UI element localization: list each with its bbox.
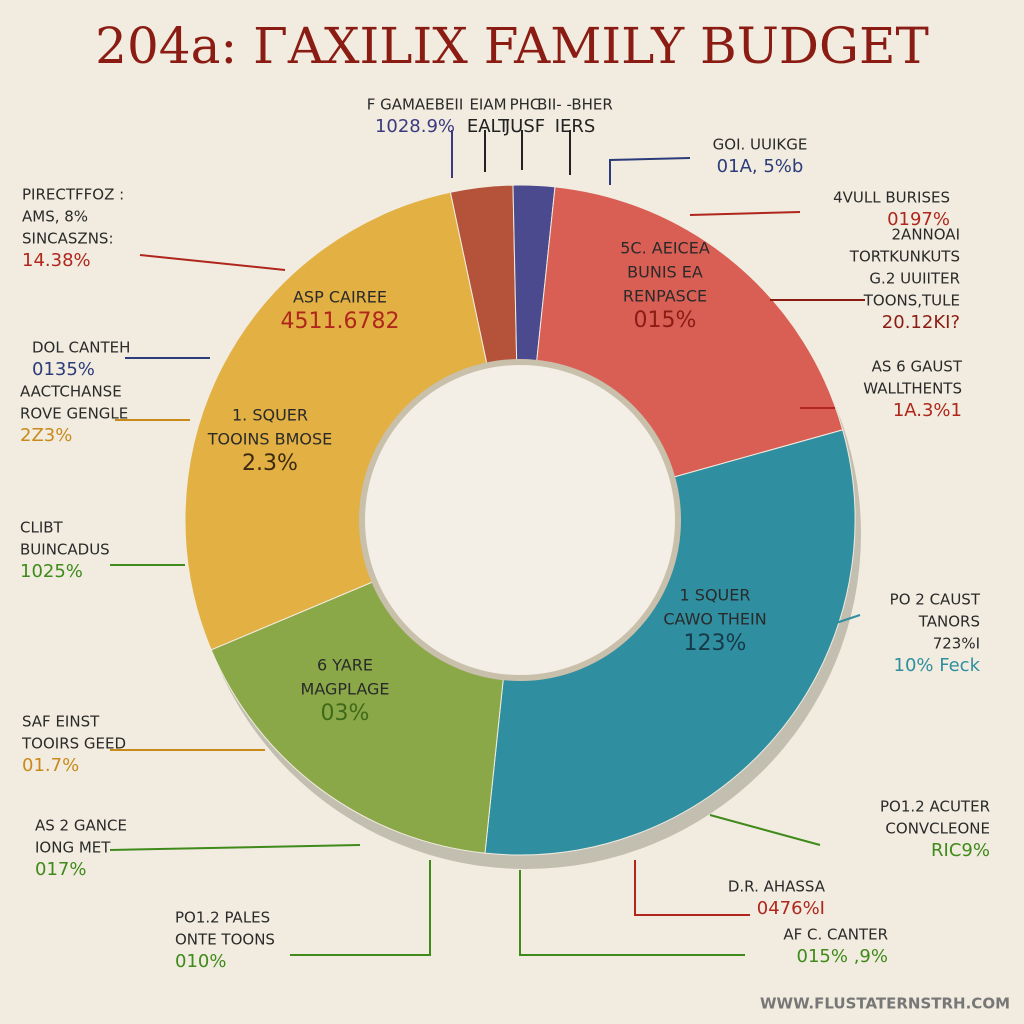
leader-line xyxy=(609,157,691,185)
annotation: DOL CANTEH xyxy=(32,339,130,357)
annotation: PHC xyxy=(510,96,541,114)
annotation: 017% xyxy=(35,859,86,880)
annotation: 01.7% xyxy=(22,755,79,776)
annotation: GOI. UUIKGE xyxy=(713,136,808,154)
annotation: TORTKUNKUTS xyxy=(849,248,960,266)
slice-label: 5C. AEICEA xyxy=(620,239,710,258)
annotation: TOONS,TULE xyxy=(863,292,960,310)
annotation: PO 2 CAUST xyxy=(890,591,981,609)
annotation: SINCASZNS: xyxy=(22,230,114,248)
annotation: G.2 UUIITER xyxy=(869,270,960,288)
annotation: 0197% xyxy=(887,209,950,230)
annotation: 0476%I xyxy=(757,898,825,919)
annotation: AF C. CANTER xyxy=(783,926,888,944)
annotation: ONTE TOONS xyxy=(175,931,275,949)
annotation: 723%I xyxy=(933,635,980,653)
annotation: ROVE GENGLE xyxy=(20,405,128,423)
slice-label: 03% xyxy=(321,701,370,726)
donut-hole xyxy=(359,359,681,681)
annotation: AMS, 8% xyxy=(22,208,88,226)
annotation: 0135% xyxy=(32,359,95,380)
slice-label: 015% xyxy=(634,308,697,333)
annotation: 10% Feck xyxy=(894,655,981,676)
slice-label: 2.3% xyxy=(242,451,298,476)
annotation: SAF EINST xyxy=(22,713,100,731)
leader-line xyxy=(709,814,821,846)
annotation: CLIBT xyxy=(20,519,64,537)
slice-label: 6 YARE xyxy=(317,656,373,675)
slice-label: TOOINS BMOSE xyxy=(207,430,333,449)
annotation: 14.38% xyxy=(22,250,91,271)
annotation: D.R. AHASSA xyxy=(728,878,826,896)
slice-label: BUNIS EA xyxy=(627,263,703,282)
annotation: CONVCLEONE xyxy=(885,820,990,838)
annotation: AS 6 GAUST xyxy=(872,358,963,376)
annotation: PO1.2 ACUTER xyxy=(880,798,990,816)
annotation: 010% xyxy=(175,951,226,972)
annotation: F GAMAEBEII xyxy=(367,96,464,114)
annotation: 4VULL BURISES xyxy=(833,189,950,207)
annotation: BII- -BHER xyxy=(537,96,613,114)
chart-title: 204a: ΓAXILIX FAMILY BUDGET xyxy=(95,17,929,75)
annotation: 1025% xyxy=(20,561,83,582)
annotation: WALLTHENTS xyxy=(863,380,962,398)
slice-label: ASP CAIREE xyxy=(293,288,387,307)
annotation: PO1.2 PALES xyxy=(175,909,270,927)
leader-line xyxy=(829,614,861,626)
annotation: EIAM xyxy=(469,96,506,114)
annotation: BUINCADUS xyxy=(20,541,110,559)
annotation: 2ANNOAI xyxy=(892,226,960,244)
slice-label: 1. SQUER xyxy=(232,406,308,425)
annotation: IONG MET xyxy=(35,839,111,857)
slice-label: RENPASCE xyxy=(623,287,707,306)
leader-line xyxy=(109,844,361,851)
slice-label: MAGPLAGE xyxy=(301,680,390,699)
leader-line xyxy=(689,211,801,216)
annotation: JUSF xyxy=(504,116,545,137)
annotation: EALT xyxy=(467,116,510,137)
annotation: RIC9% xyxy=(931,840,990,861)
annotation: 2Z3% xyxy=(20,425,72,446)
footer: WWW.FLUSTATERNSTRH.COM xyxy=(760,995,1010,1013)
leader-line xyxy=(290,860,431,956)
annotation: TANORS xyxy=(918,613,980,631)
leader-line xyxy=(634,860,750,916)
annotation: 1028.9% xyxy=(375,116,455,137)
slice-label: 123% xyxy=(684,631,747,656)
annotation: AACTCHANSE xyxy=(20,383,122,401)
annotation: TOOIRS GEED xyxy=(21,735,126,753)
annotation: PIRECTFFOZ : xyxy=(22,186,124,204)
annotation: AS 2 GANCE xyxy=(35,817,127,835)
annotation: 01A, 5%b xyxy=(717,156,804,177)
annotation: 20.12KI? xyxy=(882,312,960,333)
slice-label: CAWO THEIN xyxy=(663,610,766,629)
slice-label: 1 SQUER xyxy=(680,586,751,605)
annotation: IERS xyxy=(555,116,596,137)
leader-line xyxy=(139,254,286,271)
leader-line xyxy=(519,870,745,956)
slice-label: 4511.6782 xyxy=(281,309,400,334)
annotation: 015% ,9% xyxy=(797,946,888,967)
annotation: 1A.3%1 xyxy=(893,400,962,421)
